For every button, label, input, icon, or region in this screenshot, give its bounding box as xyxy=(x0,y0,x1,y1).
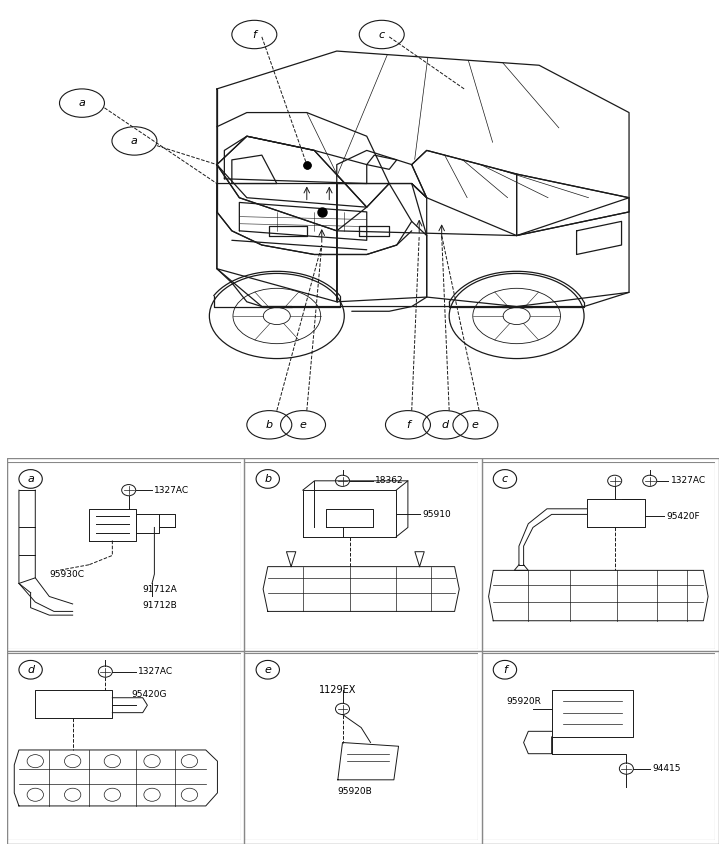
Text: 95420G: 95420G xyxy=(131,689,166,699)
Text: e: e xyxy=(472,420,479,430)
Text: 1129EX: 1129EX xyxy=(319,685,356,695)
Text: d: d xyxy=(27,665,34,675)
Text: 94415: 94415 xyxy=(652,764,680,773)
Text: 18362: 18362 xyxy=(375,477,404,485)
Text: a: a xyxy=(131,136,138,146)
Text: f: f xyxy=(253,30,256,40)
Text: a: a xyxy=(27,474,34,484)
Text: 95920B: 95920B xyxy=(338,786,372,795)
Text: 95420F: 95420F xyxy=(666,511,700,521)
Text: c: c xyxy=(502,474,508,484)
Text: 95920R: 95920R xyxy=(506,697,541,706)
Text: c: c xyxy=(379,30,385,40)
Text: 95930C: 95930C xyxy=(49,570,84,578)
Text: f: f xyxy=(503,665,507,675)
Text: a: a xyxy=(78,98,86,108)
Text: 91712A: 91712A xyxy=(143,584,177,594)
Text: 95910: 95910 xyxy=(422,510,451,519)
Text: b: b xyxy=(264,474,272,484)
Text: 1327AC: 1327AC xyxy=(155,486,189,494)
Text: e: e xyxy=(264,665,272,675)
Text: 91712B: 91712B xyxy=(143,601,177,611)
Text: b: b xyxy=(266,420,273,430)
Text: 1327AC: 1327AC xyxy=(138,667,174,676)
Text: d: d xyxy=(442,420,449,430)
Text: 1327AC: 1327AC xyxy=(671,477,706,485)
Text: e: e xyxy=(300,420,306,430)
Text: f: f xyxy=(406,420,410,430)
